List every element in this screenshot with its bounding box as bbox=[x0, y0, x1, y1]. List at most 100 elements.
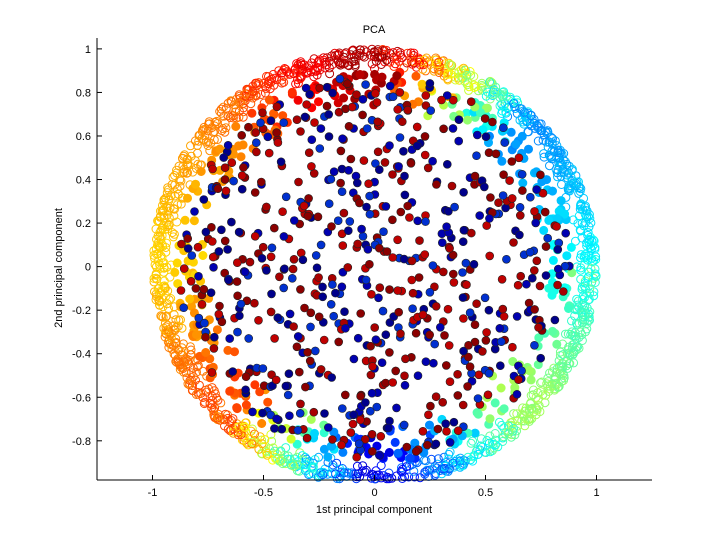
scatter-point bbox=[256, 118, 265, 128]
scatter-point bbox=[207, 368, 217, 377]
scatter-point bbox=[464, 340, 473, 350]
scatter-point bbox=[235, 98, 245, 108]
scatter-point bbox=[524, 415, 533, 425]
scatter-point bbox=[285, 411, 294, 421]
scatter-point bbox=[189, 216, 199, 226]
scatter-point bbox=[221, 186, 231, 196]
scatter-point bbox=[539, 152, 549, 162]
y-tick-label: -0.8 bbox=[72, 436, 91, 448]
scatter-point bbox=[233, 258, 242, 268]
scatter-point bbox=[408, 304, 417, 314]
scatter-point bbox=[352, 461, 362, 471]
scatter-point bbox=[388, 92, 398, 101]
scatter-point bbox=[396, 207, 406, 217]
scatter-point bbox=[303, 211, 313, 221]
scatter-point bbox=[420, 132, 430, 141]
scatter-point bbox=[469, 83, 479, 92]
scatter-point bbox=[393, 286, 403, 295]
scatter-point bbox=[577, 336, 587, 345]
scatter-point bbox=[226, 97, 236, 107]
scatter-point bbox=[400, 371, 409, 381]
scatter-point bbox=[267, 243, 277, 253]
scatter-point bbox=[257, 253, 267, 263]
scatter-point bbox=[562, 251, 572, 261]
scatter-point bbox=[219, 153, 228, 162]
scatter-point bbox=[392, 71, 402, 81]
scatter-point bbox=[193, 388, 203, 397]
scatter-point bbox=[536, 387, 546, 397]
scatter-point bbox=[251, 91, 261, 101]
scatter-point bbox=[267, 289, 276, 299]
scatter-point bbox=[583, 255, 592, 265]
scatter-point bbox=[394, 162, 403, 171]
scatter-point bbox=[511, 139, 521, 149]
scatter-point bbox=[233, 327, 242, 337]
scatter-point bbox=[585, 288, 595, 298]
scatter-point bbox=[323, 452, 333, 462]
scatter-point bbox=[325, 69, 335, 79]
scatter-point bbox=[517, 131, 527, 141]
scatter-point bbox=[247, 108, 257, 118]
scatter-point bbox=[376, 431, 386, 441]
scatter-point bbox=[278, 207, 287, 216]
scatter-point bbox=[425, 287, 435, 297]
scatter-point bbox=[327, 373, 337, 382]
scatter-point bbox=[381, 51, 391, 61]
scatter-point bbox=[229, 100, 239, 110]
scatter-point bbox=[495, 361, 505, 371]
scatter-point bbox=[326, 174, 336, 184]
scatter-point bbox=[536, 170, 545, 180]
scatter-point bbox=[482, 328, 491, 337]
scatter-point bbox=[193, 361, 203, 371]
scatter-point bbox=[217, 126, 227, 136]
scatter-point bbox=[428, 464, 438, 474]
scatter-point bbox=[332, 458, 342, 468]
scatter-point bbox=[409, 466, 419, 476]
scatter-point bbox=[527, 403, 537, 413]
scatter-point bbox=[372, 402, 382, 412]
scatter-point bbox=[453, 391, 463, 400]
scatter-point bbox=[532, 185, 541, 194]
y-axis-title: 2nd principal component bbox=[53, 208, 65, 328]
scatter-point bbox=[540, 207, 550, 217]
scatter-point bbox=[250, 429, 259, 439]
scatter-point bbox=[188, 372, 198, 382]
scatter-point bbox=[286, 434, 296, 444]
scatter-point bbox=[364, 179, 373, 188]
scatter-point bbox=[160, 283, 170, 293]
scatter-point bbox=[257, 435, 267, 445]
scatter-point bbox=[426, 454, 436, 464]
scatter-point bbox=[251, 128, 260, 137]
scatter-point bbox=[535, 281, 545, 291]
scatter-point bbox=[365, 209, 375, 219]
scatter-point bbox=[498, 304, 508, 314]
scatter-point bbox=[450, 457, 460, 466]
scatter-point bbox=[185, 378, 194, 388]
scatter-point bbox=[385, 348, 394, 357]
scatter-point bbox=[553, 148, 563, 158]
scatter-point bbox=[155, 212, 165, 222]
scatter-point bbox=[577, 284, 587, 294]
scatter-point bbox=[225, 334, 234, 343]
scatter-point bbox=[355, 70, 365, 80]
scatter-point bbox=[488, 117, 497, 127]
scatter-point bbox=[415, 236, 424, 245]
scatter-point bbox=[491, 82, 501, 92]
scatter-point bbox=[527, 273, 537, 283]
scatter-point bbox=[210, 121, 220, 131]
scatter-point bbox=[232, 277, 242, 286]
scatter-point bbox=[421, 91, 431, 100]
scatter-point bbox=[391, 366, 401, 376]
scatter-point bbox=[583, 230, 593, 240]
scatter-point bbox=[448, 124, 458, 133]
scatter-point bbox=[159, 276, 169, 286]
scatter-point bbox=[395, 133, 405, 142]
scatter-point bbox=[449, 417, 459, 427]
scatter-point bbox=[585, 235, 595, 245]
scatter-point bbox=[289, 216, 299, 225]
scatter-point bbox=[450, 68, 459, 78]
scatter-point bbox=[336, 146, 346, 156]
scatter-point bbox=[429, 358, 438, 368]
scatter-point bbox=[493, 442, 503, 452]
scatter-point bbox=[169, 310, 179, 320]
